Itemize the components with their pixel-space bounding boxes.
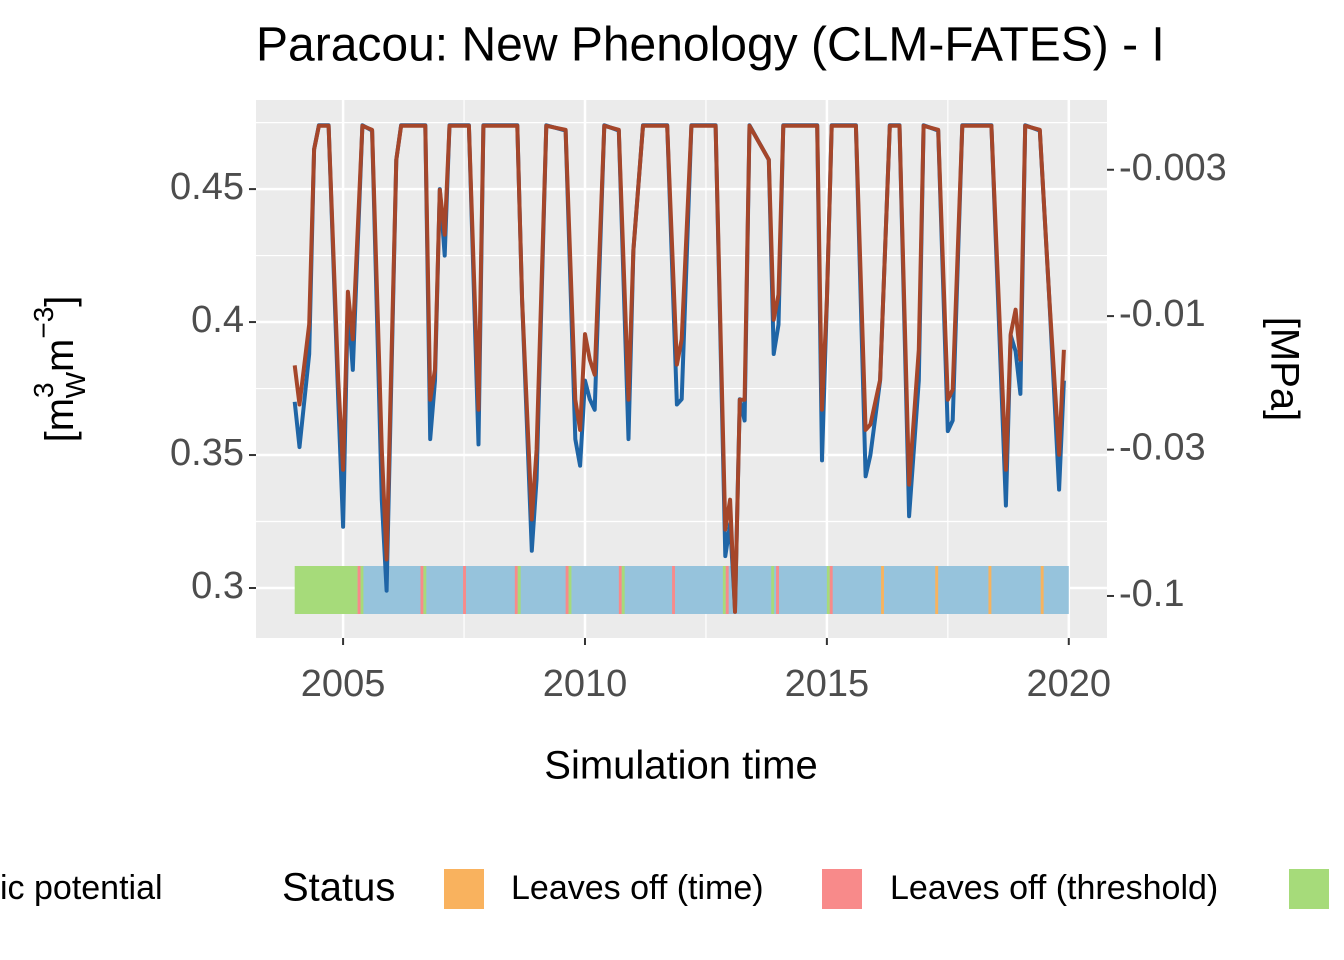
status-segment	[881, 566, 884, 614]
y2-tick-label: -0.1	[1119, 573, 1184, 615]
status-segment	[514, 566, 518, 614]
y-axis-title-part: W	[60, 371, 91, 398]
y2-tick-label: -0.003	[1119, 147, 1227, 189]
status-segment	[771, 566, 775, 614]
y-axis-title-part: −3	[28, 307, 59, 339]
status-segment	[672, 566, 675, 614]
legend-key	[820, 867, 864, 911]
status-segment	[829, 566, 833, 614]
chart-title: Paracou: New Phenology (CLM-FATES) - I	[256, 19, 1165, 72]
status-segment	[420, 566, 424, 614]
y-axis-title: [m3Wm−3]	[28, 296, 91, 443]
x-tick-label: 2005	[301, 663, 386, 705]
y-axis-title-part: 3	[28, 382, 59, 398]
legend-label: Leaves off (threshold)	[890, 869, 1218, 907]
y2-axis-title: [MPa]	[1262, 317, 1306, 421]
y-tick-label: 0.4	[191, 299, 244, 341]
y2-tick-label: -0.01	[1119, 293, 1206, 335]
x-tick-label: 2020	[1027, 663, 1112, 705]
status-segment	[988, 566, 992, 614]
y-axis-title-part: m	[38, 339, 82, 372]
status-segment	[423, 566, 427, 614]
series-line	[292, 123, 1066, 614]
legend-key	[442, 867, 486, 911]
y2-tick-label: -0.03	[1119, 427, 1206, 469]
status-segment	[565, 566, 569, 614]
status-segment	[935, 566, 939, 614]
status-segment	[725, 566, 729, 614]
status-segment	[722, 566, 726, 614]
status-segment	[1040, 566, 1044, 614]
status-segment	[568, 566, 572, 614]
y-tick-label: 0.3	[191, 565, 244, 607]
y-axis-title-part: [m	[38, 398, 82, 442]
status-segment	[357, 566, 1069, 614]
status-segment	[294, 566, 358, 614]
status-segment	[357, 566, 361, 614]
y-tick-label: 0.35	[170, 432, 244, 474]
y-axis-title-part: ]	[38, 296, 82, 307]
status-segment	[463, 566, 466, 614]
status-segment	[826, 566, 830, 614]
legend-label: Leaves off (time)	[511, 869, 764, 907]
x-axis-title: Simulation time	[544, 744, 817, 788]
x-tick-label: 2015	[785, 663, 870, 705]
legend-key	[1287, 867, 1331, 911]
legend-title: Status	[282, 866, 395, 910]
y-tick-label: 0.45	[170, 166, 244, 208]
status-segment	[776, 566, 779, 614]
status-segment	[621, 566, 625, 614]
x-tick-label: 2010	[543, 663, 628, 705]
legend-label: ic potential	[0, 869, 163, 907]
status-segment	[517, 566, 521, 614]
status-segment	[360, 566, 364, 614]
status-segment	[618, 566, 622, 614]
